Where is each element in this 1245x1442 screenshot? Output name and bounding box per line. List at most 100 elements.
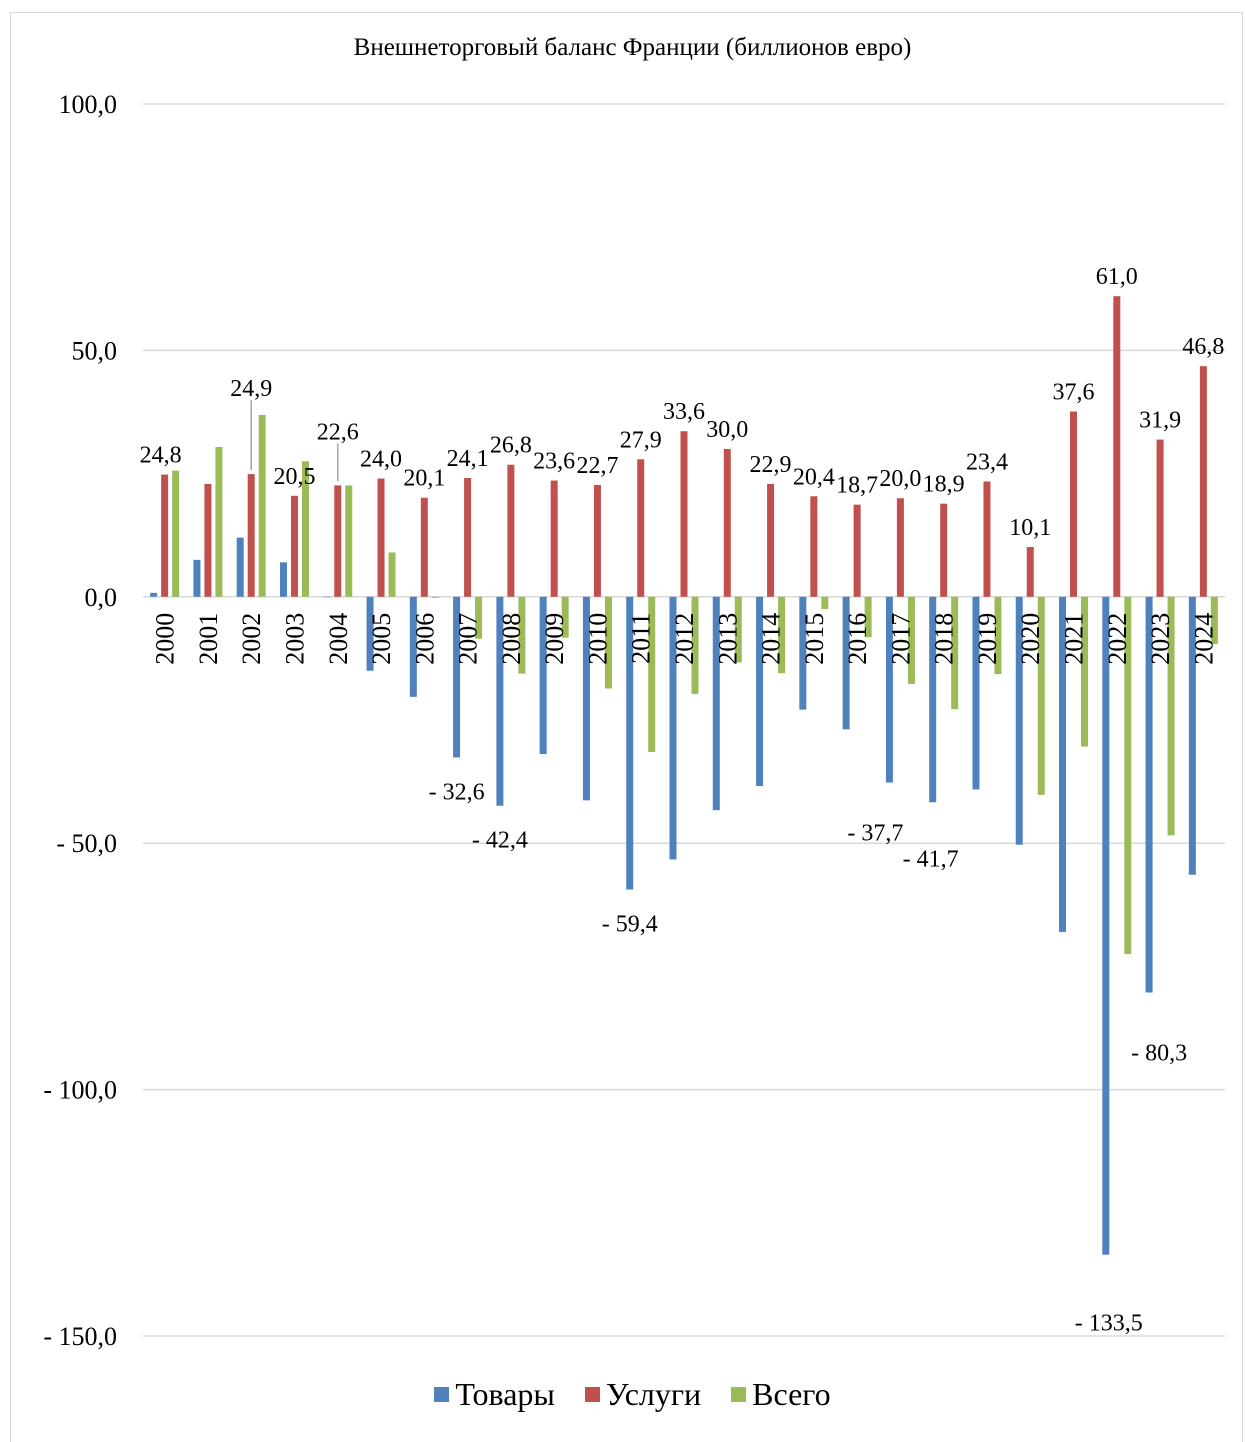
bar-goods-2000 <box>150 592 158 597</box>
bar-services-2014 <box>767 483 775 597</box>
data-labels: - 32,6 - 42,4 - 59,4 - 37,7- 41,7 - 133,5 - 8… <box>140 264 1225 1336</box>
data-label: 33,6 <box>663 399 705 425</box>
legend-item-services: Услуги <box>584 1376 701 1413</box>
bar-goods-2005 <box>366 596 374 671</box>
bar-goods-2013 <box>712 596 720 811</box>
data-label: 27,9 <box>620 427 662 453</box>
bar-goods-2024 <box>1188 596 1196 875</box>
data-label: 24,9 <box>230 376 272 402</box>
x-category-label: 2004 <box>324 613 353 665</box>
data-label: 24,1 <box>447 446 489 472</box>
data-label: 24,8 <box>140 443 182 469</box>
bar-goods-2012 <box>669 596 677 860</box>
data-label: 22,6 <box>317 419 359 445</box>
bar-services-2021 <box>1070 411 1078 597</box>
bar-goods-2001 <box>193 559 201 597</box>
bar-services-2003 <box>290 495 298 597</box>
bar-services-2010 <box>593 484 601 597</box>
legend-swatch-goods <box>434 1387 450 1402</box>
data-label: - 32,6 <box>429 779 485 805</box>
bar-total-2003 <box>301 461 309 597</box>
data-label: - 42,4 <box>472 828 528 854</box>
data-label: 20,4 <box>793 464 835 490</box>
legend-label-total: Всего <box>752 1376 831 1412</box>
bar-total-2014 <box>778 596 786 674</box>
x-category-label: 2020 <box>1016 613 1045 665</box>
y-axis-ticks: 100,0 50,0 0,0 - 50,0 - 100,0 - 150,0 <box>43 90 117 1351</box>
bar-services-2023 <box>1156 439 1164 597</box>
bar-services-2002 <box>247 474 255 597</box>
x-category-label: 2001 <box>194 613 223 665</box>
bar-services-2022 <box>1113 296 1121 597</box>
bar-total-2023 <box>1167 596 1175 836</box>
data-label: 24,0 <box>360 447 402 473</box>
bar-services-2008 <box>507 464 515 597</box>
data-label: 22,7 <box>576 453 618 479</box>
bars <box>150 296 1218 1255</box>
x-category-label: 2006 <box>410 613 439 665</box>
legend-item-goods: Товары <box>434 1376 555 1413</box>
bar-services-2004 <box>334 485 342 597</box>
bar-goods-2002 <box>236 537 244 597</box>
bar-goods-2015 <box>799 596 807 710</box>
bar-goods-2022 <box>1102 596 1110 1255</box>
y-tick-label: - 50,0 <box>56 829 117 858</box>
bar-goods-2004 <box>323 596 331 598</box>
bar-total-2010 <box>604 596 612 689</box>
bar-goods-2017 <box>885 596 893 783</box>
bar-goods-2007 <box>453 596 461 758</box>
bar-total-2015 <box>821 596 829 610</box>
bar-goods-2023 <box>1145 596 1153 993</box>
bar-services-2016 <box>853 504 861 597</box>
y-tick-label: 0,0 <box>85 583 118 612</box>
data-label: 10,1 <box>1009 515 1051 541</box>
x-category-label: 2016 <box>843 613 872 665</box>
bar-goods-2019 <box>972 596 980 790</box>
y-tick-label: - 150,0 <box>43 1322 117 1351</box>
legend-swatch-services <box>584 1387 600 1402</box>
bar-total-2004 <box>345 485 353 597</box>
x-category-label: 2013 <box>713 613 742 665</box>
bar-total-2019 <box>994 596 1002 675</box>
bar-total-2008 <box>518 596 526 674</box>
bar-services-2017 <box>896 498 904 597</box>
data-label: - 41,7 <box>903 846 959 872</box>
bar-services-2019 <box>983 481 991 597</box>
data-label: 46,8 <box>1182 334 1224 360</box>
bar-total-2006 <box>431 596 439 598</box>
data-label: 31,9 <box>1139 408 1181 434</box>
bar-total-2002 <box>258 414 266 597</box>
data-label: 18,7 <box>836 473 878 499</box>
data-label: 23,4 <box>966 449 1008 475</box>
x-category-label: 2014 <box>757 613 786 665</box>
bar-goods-2021 <box>1059 596 1067 932</box>
x-category-label: 2005 <box>367 613 396 665</box>
x-category-label: 2015 <box>800 613 829 665</box>
bar-goods-2011 <box>626 596 634 890</box>
bar-total-2009 <box>561 596 569 638</box>
bar-services-2007 <box>464 478 472 597</box>
bar-services-2000 <box>161 474 169 597</box>
x-category-label: 2019 <box>973 613 1002 665</box>
bar-total-2018 <box>951 596 959 710</box>
x-category-label: 2022 <box>1103 613 1132 665</box>
legend-swatch-total <box>731 1387 747 1402</box>
label-leader-lines <box>250 400 339 482</box>
y-tick-label: 50,0 <box>72 336 118 365</box>
data-label: 37,6 <box>1053 380 1095 406</box>
legend-item-total: Всего <box>731 1376 831 1413</box>
bar-total-2001 <box>215 446 223 597</box>
bar-goods-2008 <box>496 596 504 806</box>
legend-label-goods: Товары <box>455 1376 555 1412</box>
data-label: - 59,4 <box>602 912 658 938</box>
x-axis-categories: 2000 2001 2002 2003 2004 2005 2006 2007 2008 2009… <box>151 613 1219 665</box>
bar-services-2018 <box>940 503 948 597</box>
bar-total-2022 <box>1124 596 1132 955</box>
bar-total-2017 <box>907 596 915 685</box>
bar-goods-2003 <box>279 562 287 597</box>
data-label: 20,0 <box>879 466 921 492</box>
bar-services-2013 <box>723 448 731 597</box>
bar-goods-2009 <box>539 596 547 755</box>
x-category-label: 2024 <box>1189 613 1218 665</box>
